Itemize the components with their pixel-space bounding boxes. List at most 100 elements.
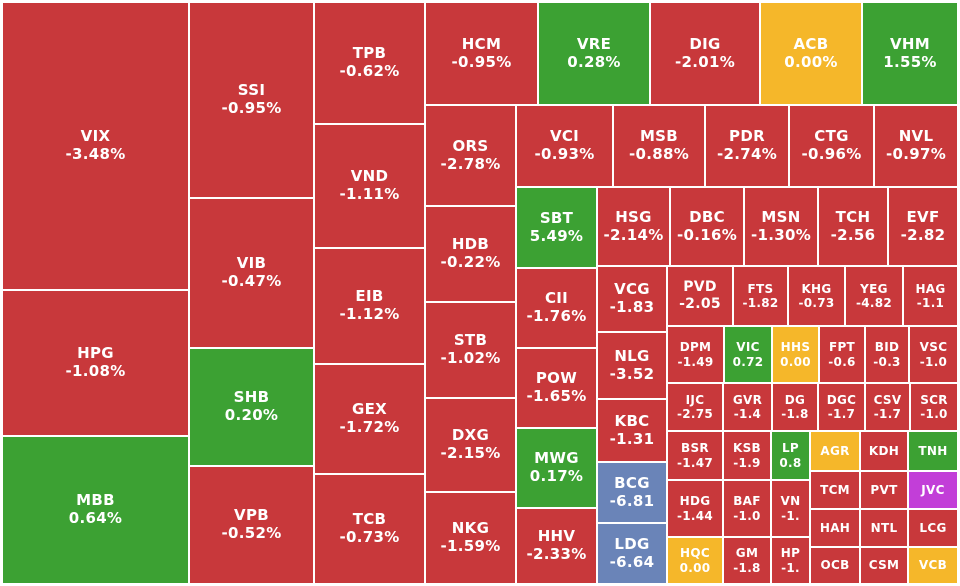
tile-change: -1.02% [440,349,501,367]
tile-dxg[interactable]: DXG -2.15% [425,398,516,492]
tile-agr[interactable]: AGR [810,431,860,471]
tile-tcm[interactable]: TCM [810,471,860,509]
tile-hah[interactable]: HAH [810,509,860,547]
tile-nvl[interactable]: NVL -0.97% [874,105,958,187]
tile-hhs[interactable]: HHS 0.00 [772,326,819,383]
tile-hcm[interactable]: HCM -0.95% [425,2,538,105]
tile-eib[interactable]: EIB -1.12% [314,248,425,364]
tile-pvt[interactable]: PVT [860,471,908,509]
tile-pvd[interactable]: PVD -2.05 [667,266,733,326]
tile-nlg[interactable]: NLG -3.52 [597,332,667,399]
tile-jvc[interactable]: JVC [908,471,958,509]
tile-symbol: LCG [919,520,947,535]
tile-hdg[interactable]: HDG -1.44 [667,480,723,537]
tile-vib[interactable]: VIB -0.47% [189,198,314,348]
tile-gex[interactable]: GEX -1.72% [314,364,425,474]
tile-hqc[interactable]: HQC 0.00 [667,537,723,584]
tile-vhm[interactable]: VHM 1.55% [862,2,958,105]
tile-khg[interactable]: KHG -0.73 [788,266,845,326]
tile-yeg[interactable]: YEG -4.82 [845,266,903,326]
tile-vn[interactable]: VN -1. [771,480,810,537]
tile-ocb[interactable]: OCB [810,547,860,584]
tile-gvr[interactable]: GVR -1.4 [723,383,772,431]
tile-change: -4.82 [855,296,893,310]
tile-msb[interactable]: MSB -0.88% [613,105,705,187]
tile-dg[interactable]: DG -1.8 [772,383,818,431]
tile-symbol: VCB [918,558,948,573]
tile-kbc[interactable]: KBC -1.31 [597,399,667,462]
tile-bid[interactable]: BID -0.3 [865,326,909,383]
tile-tnh[interactable]: TNH [908,431,958,471]
tile-shb[interactable]: SHB 0.20% [189,348,314,466]
tile-ntl[interactable]: NTL [860,509,908,547]
tile-symbol: HSG [615,207,652,226]
tile-tch[interactable]: TCH -2.56 [818,187,888,266]
tile-hhv[interactable]: HHV -2.33% [516,508,597,584]
tile-change: -2.15% [440,444,501,462]
tile-dpm[interactable]: DPM -1.49 [667,326,724,383]
tile-vre[interactable]: VRE 0.28% [538,2,650,105]
tile-symbol: BID [874,340,900,355]
tile-vsc[interactable]: VSC -1.0 [909,326,958,383]
tile-hag[interactable]: HAG -1.1 [903,266,958,326]
tile-change: -2.78% [440,154,501,173]
tile-gm[interactable]: GM -1.8 [723,537,771,584]
tile-mbb[interactable]: MBB 0.64% [2,436,189,584]
tile-dgc[interactable]: DGC -1.7 [818,383,865,431]
tile-hpg[interactable]: HPG -1.08% [2,290,189,436]
tile-acb[interactable]: ACB 0.00% [760,2,862,105]
tile-change: 0.00 [780,354,811,369]
tile-kdh[interactable]: KDH [860,431,908,471]
tile-vcb[interactable]: VCB [908,547,958,584]
tile-pow[interactable]: POW -1.65% [516,348,597,428]
tile-bsr[interactable]: BSR -1.47 [667,431,723,480]
tile-cii[interactable]: CII -1.76% [516,268,597,348]
tile-ijc[interactable]: IJC -2.75 [667,383,723,431]
tile-symbol: NTL [870,520,898,535]
tile-evf[interactable]: EVF -2.82 [888,187,958,266]
tile-vcg[interactable]: VCG -1.83 [597,266,667,332]
tile-fpt[interactable]: FPT -0.6 [819,326,865,383]
tile-symbol: FPT [828,340,856,355]
tile-hp[interactable]: HP -1. [771,537,810,584]
tile-vix[interactable]: VIX -3.48% [2,2,189,290]
tile-msn[interactable]: MSN -1.30% [744,187,818,266]
tile-symbol: DGC [826,392,857,407]
tile-csm[interactable]: CSM [860,547,908,584]
tile-symbol: AGR [820,443,850,458]
tile-change: -1.4 [733,407,762,421]
tile-nkg[interactable]: NKG -1.59% [425,492,516,584]
tile-lp[interactable]: LP 0.8 [771,431,810,480]
tile-dbc[interactable]: DBC -0.16% [670,187,744,266]
tile-change: -0.96% [801,145,862,163]
tile-symbol: HPG [77,344,114,363]
tile-sbt[interactable]: SBT 5.49% [516,187,597,268]
tile-scr[interactable]: SCR -1.0 [910,383,958,431]
tile-ksb[interactable]: KSB -1.9 [723,431,771,480]
tile-baf[interactable]: BAF -1.0 [723,480,771,537]
tile-symbol: SCR [920,392,948,407]
tile-ssi[interactable]: SSI -0.95% [189,2,314,198]
tile-symbol: VCG [614,280,650,299]
tile-ctg[interactable]: CTG -0.96% [789,105,874,187]
tile-lcg[interactable]: LCG [908,509,958,547]
tile-pdr[interactable]: PDR -2.74% [705,105,789,187]
tile-vci[interactable]: VCI -0.93% [516,105,613,187]
tile-dig[interactable]: DIG -2.01% [650,2,760,105]
tile-ldg[interactable]: LDG -6.64 [597,523,667,584]
tile-vic[interactable]: VIC 0.72 [724,326,772,383]
tile-hsg[interactable]: HSG -2.14% [597,187,670,266]
tile-tpb[interactable]: TPB -0.62% [314,2,425,124]
tile-mwg[interactable]: MWG 0.17% [516,428,597,508]
tile-tcb[interactable]: TCB -0.73% [314,474,425,584]
tile-vnd[interactable]: VND -1.11% [314,124,425,248]
tile-fts[interactable]: FTS -1.82 [733,266,788,326]
tile-symbol: PVT [870,482,898,497]
tile-vpb[interactable]: VPB -0.52% [189,466,314,584]
tile-change: -2.05 [679,296,721,312]
tile-stb[interactable]: STB -1.02% [425,302,516,398]
tile-bcg[interactable]: BCG -6.81 [597,462,667,523]
tile-csv[interactable]: CSV -1.7 [865,383,910,431]
tile-hdb[interactable]: HDB -0.22% [425,206,516,302]
tile-ors[interactable]: ORS -2.78% [425,105,516,206]
